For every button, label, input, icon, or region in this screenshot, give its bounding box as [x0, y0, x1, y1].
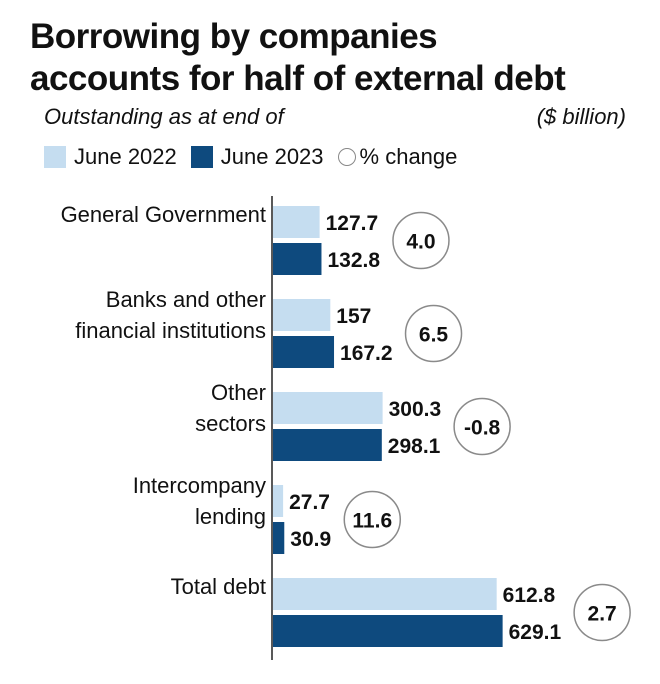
legend-item-june-2023: June 2023: [190, 144, 324, 170]
category-label-line: Intercompany: [133, 473, 266, 498]
data-label: 157: [336, 305, 371, 328]
data-label: 132.8: [327, 249, 380, 272]
category-label: Other sectors: [195, 380, 266, 436]
legend-label-june-2022: June 2022: [74, 144, 177, 169]
pct-change-label: -0.8: [464, 417, 501, 440]
legend: June 2022 June 2023 % change: [44, 144, 471, 170]
bar-june-2022: [273, 578, 497, 610]
pct-change-bubble: [343, 490, 402, 549]
category-label-line: financial institutions: [75, 318, 266, 343]
bar-june-2023: [273, 429, 382, 461]
legend-item-pct-change: % change: [337, 144, 458, 170]
data-label: 300.3: [389, 398, 442, 421]
data-label: 629.1: [509, 621, 562, 644]
category-label: Banks and other financial institutions: [75, 287, 266, 343]
category-label-line: Other: [211, 380, 266, 405]
pct-change-label: 6.5: [419, 324, 449, 347]
bar-june-2022: [273, 206, 320, 238]
bar-june-2023: [273, 522, 285, 554]
category-label-line: General Government: [61, 202, 266, 227]
bar-june-2023: [273, 243, 322, 275]
chart-title: Borrowing by companies accounts for half…: [30, 17, 566, 98]
legend-item-june-2022: June 2022: [44, 144, 177, 170]
category-label-line: Total debt: [171, 574, 266, 599]
bar-june-2022: [273, 485, 284, 517]
pct-change-bubble: [392, 211, 450, 270]
category-label: Intercompany lending: [133, 473, 266, 529]
bar-june-2023: [273, 336, 335, 368]
bar-june-2022: [273, 392, 383, 424]
bar-june-2023: [273, 615, 503, 647]
category-label: Total debt: [171, 574, 266, 599]
data-label: 27.7: [289, 491, 330, 514]
category-label: General Government: [61, 202, 266, 227]
legend-swatch-june-2023: [190, 146, 213, 168]
legend-label-pct-change: % change: [359, 144, 458, 169]
legend-circle-icon: [337, 148, 356, 166]
data-label: 127.7: [326, 212, 379, 235]
pct-change-label: 4.0: [406, 231, 435, 254]
pct-change-bubble: [404, 304, 463, 363]
pct-change-label: 11.6: [352, 510, 392, 533]
category-label-line: sectors: [195, 411, 266, 436]
chart-unit: ($ billion): [536, 104, 626, 129]
legend-swatch-june-2022: [44, 146, 66, 168]
data-label: 612.8: [503, 584, 556, 607]
data-label: 30.9: [290, 528, 331, 551]
pct-change-label: 2.7: [588, 603, 617, 626]
data-label: 167.2: [340, 342, 393, 365]
chart-subtitle: Outstanding as at end of: [44, 104, 284, 129]
bar-june-2022: [273, 299, 331, 331]
category-label-line: Banks and other: [106, 287, 266, 312]
pct-change-bubble: [453, 397, 511, 456]
legend-label-june-2023: June 2023: [220, 144, 324, 169]
data-label: 298.1: [388, 435, 441, 458]
pct-change-bubble: [573, 583, 631, 642]
category-label-line: lending: [195, 504, 266, 529]
